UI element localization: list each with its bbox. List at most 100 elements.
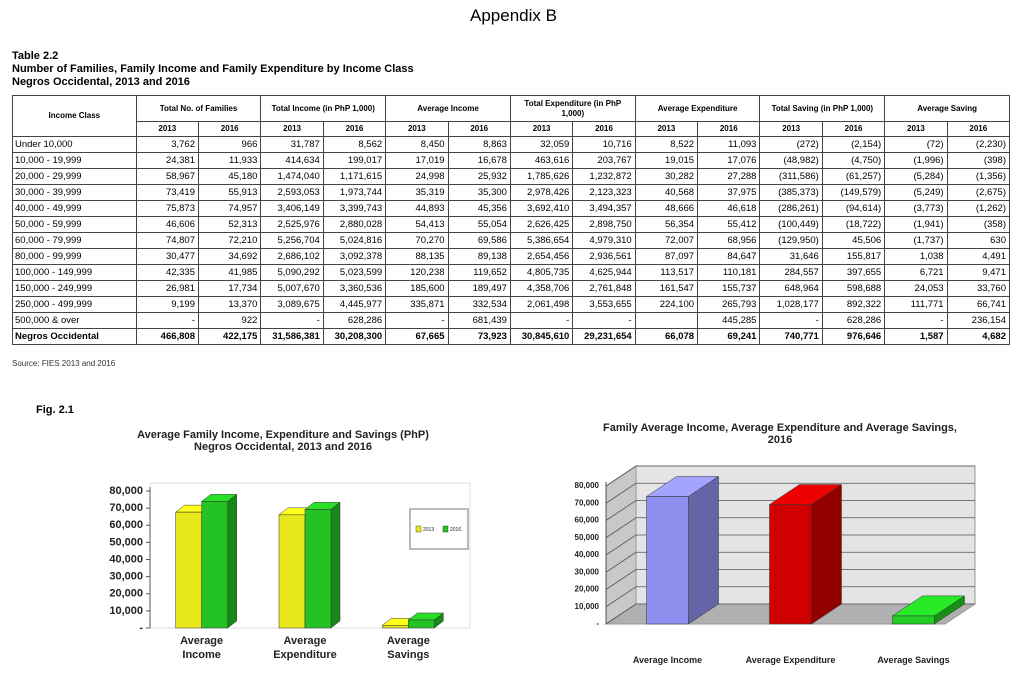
cell: 44,893	[385, 200, 449, 217]
row-label: 60,000 - 79,999	[12, 232, 137, 249]
legend-box	[409, 508, 469, 550]
cell: 8,450	[385, 136, 449, 153]
cell: 24,998	[385, 168, 449, 185]
y-tick-label: 50,000	[109, 536, 143, 548]
cell: 892,322	[821, 296, 886, 313]
y-tick-label: 60,000	[109, 519, 143, 531]
cell: (2,230)	[946, 136, 1011, 153]
year-row: 2013 2016 2013 2016 2013 2016 2013 2016 2013 2016…	[13, 121, 1011, 137]
cell: 54,413	[385, 216, 449, 233]
row-label: 150,000 - 249,999	[12, 280, 137, 297]
cell: 110,181	[697, 264, 761, 281]
cell: (286,261)	[759, 200, 823, 217]
cell: 5,386,654	[509, 232, 574, 249]
cell: 463,616	[509, 152, 574, 169]
cell: 30,845,610	[509, 328, 574, 345]
cell: (5,249)	[884, 184, 948, 201]
cell: 52,313	[197, 216, 262, 233]
cell: (398)	[946, 152, 1011, 169]
y-tick-label: 80,000	[575, 481, 600, 490]
cell: 1,038	[884, 248, 948, 265]
cell: 73,923	[447, 328, 511, 345]
table-row: 80,000 - 99,999 30,477 34,692 2,686,102 3,09…	[12, 248, 1011, 265]
table-row: 250,000 - 499,999 9,199 13,370 3,089,675 4,4…	[12, 296, 1011, 313]
table-row: 150,000 - 249,999 26,981 17,734 5,007,670 3,…	[12, 280, 1011, 297]
table-row: 20,000 - 29,999 58,967 45,180 1,474,040 1,17…	[12, 168, 1011, 185]
row-label: 10,000 - 19,999	[12, 152, 137, 169]
cell: 119,652	[447, 264, 511, 281]
cell: 976,646	[821, 328, 886, 345]
year-header: 2013	[135, 121, 200, 137]
grid-line	[605, 534, 975, 556]
cell: (5,284)	[884, 168, 948, 185]
table-caption: Table 2.2 Number of Families, Family Inc…	[12, 50, 414, 89]
cell: 3,762	[135, 136, 200, 153]
cell: 84,647	[697, 248, 761, 265]
cell: 66,741	[946, 296, 1011, 313]
group-header: Average Income	[385, 95, 511, 122]
y-tick-label: 80,000	[109, 485, 143, 497]
y-tick-label: 30,000	[575, 567, 600, 576]
grid-line	[605, 551, 975, 573]
table-row: 60,000 - 79,999 74,807 72,210 5,256,704 5,02…	[12, 232, 1011, 249]
cell: 332,534	[447, 296, 511, 313]
bar	[304, 509, 332, 629]
cell: 25,932	[447, 168, 511, 185]
figure-label: Fig. 2.1	[36, 404, 74, 416]
cell: 30,208,300	[322, 328, 387, 345]
year-header: 2013	[634, 121, 699, 137]
cell: 5,090,292	[260, 264, 324, 281]
chart-svg: - 10,000 20,000 30,000 40,000 50,000 60,000 70,…	[109, 482, 471, 634]
cell: 29,231,654	[572, 328, 636, 345]
group-header: Total Saving (in PhP 1,000)	[759, 95, 886, 122]
cell: 69,241	[697, 328, 761, 345]
table-row: Under 10,000 3,762 966 31,787 8,562 8,450 8,86…	[12, 136, 1011, 153]
cell: 31,646	[759, 248, 823, 265]
cell: 67,665	[385, 328, 449, 345]
page-title: Appendix B	[470, 6, 557, 25]
row-label: 40,000 - 49,999	[12, 200, 137, 217]
group-header: Total Expenditure (in PhP 1,000)	[509, 95, 636, 122]
x-tick-label: Average Savings	[877, 655, 950, 665]
chart-1: Average Family Income, Expenditure and S…	[88, 425, 478, 673]
year-header: 2016	[697, 121, 761, 137]
x-tick-label: Average Expenditure	[273, 635, 337, 661]
cell: 42,335	[135, 264, 200, 281]
cell: (311,586)	[759, 168, 823, 185]
row-label: Negros Occidental	[12, 328, 137, 345]
cell: 24,381	[135, 152, 200, 169]
cell: 68,956	[697, 232, 761, 249]
cell: 27,288	[697, 168, 761, 185]
bar-side	[688, 476, 719, 625]
cell: 26,981	[135, 280, 200, 297]
cell: 1,171,615	[322, 168, 387, 185]
cell: 113,517	[634, 264, 699, 281]
year-header: 2016	[447, 121, 511, 137]
cell: 335,871	[385, 296, 449, 313]
cell: 5,023,599	[322, 264, 387, 281]
cell: (1,996)	[884, 152, 948, 169]
table-row: 100,000 - 149,999 42,335 41,985 5,090,292 5,…	[12, 264, 1011, 281]
group-header: Total No. of Families	[135, 95, 262, 122]
cell: 397,655	[821, 264, 886, 281]
y-tick-label: 10,000	[575, 602, 600, 611]
year-header: 2013	[260, 121, 324, 137]
cell: 58,967	[135, 168, 200, 185]
year-header: 2016	[821, 121, 886, 137]
cell: -	[260, 312, 324, 329]
legend-swatch	[415, 525, 422, 533]
cell: 33,760	[946, 280, 1011, 297]
cell: (4,750)	[821, 152, 886, 169]
cell: 46,618	[697, 200, 761, 217]
chart-2: Family Average Income, Average Expenditu…	[560, 418, 1000, 673]
y-tick-label: -	[596, 619, 599, 628]
bar	[382, 625, 409, 629]
cell: 69,586	[447, 232, 511, 249]
cell: 8,522	[634, 136, 699, 153]
y-tick-label: 20,000	[109, 588, 143, 600]
grid-line	[605, 586, 975, 608]
year-header: 2016	[322, 121, 387, 137]
y-tick-label: 20,000	[575, 585, 600, 594]
cell: 46,606	[135, 216, 200, 233]
bar-side	[811, 484, 842, 625]
